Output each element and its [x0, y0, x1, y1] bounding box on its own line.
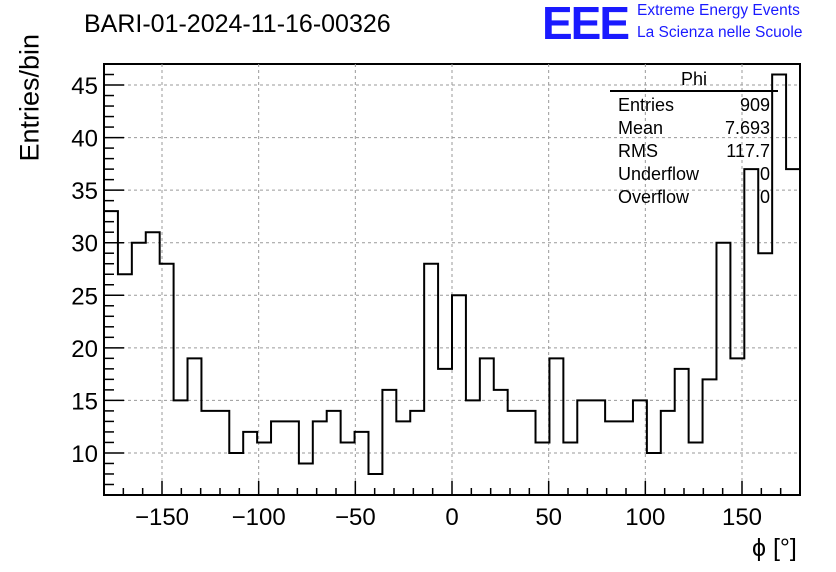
- stats-box: Phi Entries 909 Mean 7.693 RMS 117.7 Und…: [610, 68, 778, 209]
- x-tick-label: 0: [445, 504, 458, 531]
- stats-box-title: Phi: [610, 68, 778, 92]
- histogram-bin: [605, 421, 619, 495]
- y-tick-label: 45: [71, 73, 98, 100]
- histogram-bin: [132, 243, 146, 495]
- stats-value: 909: [739, 95, 770, 115]
- eee-logo: EEE: [542, 0, 630, 49]
- histogram-bin: [494, 390, 508, 495]
- y-tick-label: 30: [71, 231, 98, 258]
- y-tick-label: 15: [71, 388, 98, 415]
- histogram-bin: [424, 264, 438, 495]
- logo-line-1: Extreme Energy Events: [637, 2, 800, 19]
- stats-row-entries: Entries 909: [610, 94, 778, 117]
- y-tick-label: 40: [71, 126, 98, 153]
- histogram-bin: [396, 421, 410, 495]
- stats-row-mean: Mean 7.693: [610, 117, 778, 140]
- histogram-bin: [786, 169, 800, 495]
- stats-label: Underflow: [618, 164, 700, 184]
- x-tick-label: 100: [625, 504, 665, 531]
- histogram-bin: [522, 411, 536, 495]
- histogram-bin: [174, 400, 188, 495]
- histogram-bin: [703, 379, 717, 495]
- y-axis-label: Entries/bin: [14, 33, 45, 162]
- stats-label: RMS: [618, 141, 658, 161]
- histogram-bin: [647, 453, 661, 495]
- histogram-bin: [563, 442, 577, 495]
- histogram-bin: [536, 442, 550, 495]
- histogram-bin: [758, 253, 772, 495]
- histogram-bin: [744, 169, 758, 495]
- histogram-bin: [591, 400, 605, 495]
- x-tick-label: 50: [535, 504, 562, 531]
- x-axis-label: ϕ [°]: [752, 534, 797, 562]
- histogram-bin: [341, 442, 355, 495]
- histogram-bin: [118, 274, 132, 495]
- histogram-bin: [619, 421, 633, 495]
- logo-line-2: La Scienza nelle Scuole: [637, 24, 803, 41]
- histogram-bin: [229, 453, 243, 495]
- histogram-outline: [104, 73, 800, 475]
- y-tick-label: 10: [71, 441, 98, 468]
- histogram-bin: [577, 400, 591, 495]
- histogram-bin: [188, 358, 202, 495]
- x-tick-label: 150: [722, 504, 762, 531]
- stats-label: Mean: [618, 118, 664, 138]
- histogram-bin: [549, 358, 563, 495]
- histogram-bin: [285, 421, 299, 495]
- histogram-bin: [480, 358, 494, 495]
- histogram-bin: [355, 432, 369, 495]
- x-tick-label: −100: [232, 504, 286, 531]
- stats-value: 117.7: [726, 141, 770, 161]
- histogram-bin: [299, 463, 313, 495]
- histogram-bin: [368, 474, 382, 495]
- y-tick-label: 25: [71, 283, 98, 310]
- histogram-bin: [313, 421, 327, 495]
- stats-row-overflow: Overflow 0: [610, 186, 778, 209]
- histogram-bin: [675, 369, 689, 495]
- stats-row-rms: RMS 117.7: [610, 140, 778, 163]
- histogram-bin: [382, 390, 396, 495]
- x-tick-label: −50: [335, 504, 376, 531]
- chart-title: BARI-01-2024-11-16-00326: [84, 10, 391, 38]
- stats-value: 0: [759, 164, 770, 184]
- stats-value: 7.693: [724, 118, 770, 138]
- histogram-bin: [146, 232, 160, 495]
- stats-label: Entries: [618, 95, 675, 115]
- histogram-bin: [633, 400, 647, 495]
- y-tick-label: 35: [71, 178, 98, 205]
- stats-row-underflow: Underflow 0: [610, 163, 778, 186]
- histogram-bin: [438, 369, 452, 495]
- histogram-bin: [271, 421, 285, 495]
- x-axis-ticks: −150 −100 −50 0 50 100 150: [122, 481, 782, 531]
- histogram-bin: [466, 400, 480, 495]
- histogram-bin: [452, 295, 466, 495]
- histogram-bin: [716, 243, 730, 495]
- histogram-bin: [215, 411, 229, 495]
- y-tick-label: 20: [71, 336, 98, 363]
- x-tick-label: −150: [135, 504, 189, 531]
- stats-label: Overflow: [618, 187, 690, 207]
- histogram-bin: [689, 442, 703, 495]
- histogram-bin: [243, 432, 257, 495]
- y-axis-ticks: 10 15 20 25 30 35 40 45: [71, 73, 124, 486]
- stats-value: 0: [759, 187, 770, 207]
